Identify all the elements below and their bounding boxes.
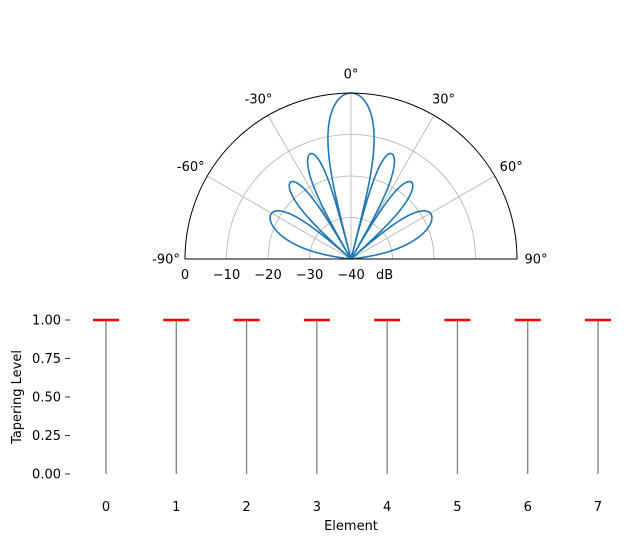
y-axis: 0.00 0.25 0.50 0.75 1.00 [32,314,70,483]
theta-tick-label: -60° [177,160,205,175]
theta-tick-labels: -90° -60° -30° 0° 30° 60° 90° [152,68,547,268]
radial-tick-label: −20 [254,268,281,283]
theta-tick-label: -30° [245,92,273,107]
radial-tick-label: −40 [337,268,364,283]
y-tick-label: 0.75 [32,352,61,367]
radial-unit-label: dB [376,268,393,283]
polar-grid [207,93,495,260]
y-tick-label: 0.00 [32,468,61,483]
x-tick-label: 2 [242,500,250,515]
x-tick-label: 4 [383,500,391,515]
radial-tick-labels: dB 0 −10 −20 −30 −40 [181,268,393,283]
stems [93,318,611,474]
x-axis: 0 1 2 3 4 5 6 7 [102,500,602,515]
x-tick-label: 0 [102,500,110,515]
polar-pattern-plot: -90° -60° -30° 0° 30° 60° 90° dB 0 −10 −20 −30 −40 [152,68,547,284]
y-axis-label: Tapering Level [10,350,25,445]
theta-tick-label: 0° [344,68,359,83]
x-tick-label: 7 [594,500,602,515]
angular-gridline-0 [207,175,352,260]
radial-tick-label: −30 [296,268,323,283]
theta-tick-label: 90° [524,253,547,268]
theta-tick-label: 60° [500,160,523,175]
radial-tick-label: −10 [213,268,240,283]
y-tick-label: 1.00 [32,314,61,329]
tapering-stem-plot: 0.00 0.25 0.50 0.75 1.00 0 1 2 3 4 5 6 7 Element Ta… [10,314,611,534]
x-tick-label: 1 [172,500,180,515]
y-tick-label: 0.25 [32,429,61,444]
y-tick-label: 0.50 [32,391,61,406]
x-axis-label: Element [324,519,378,534]
theta-tick-label: 30° [432,92,455,107]
x-tick-label: 6 [524,500,532,515]
radial-tick-label: 0 [181,268,189,283]
polar-frame [184,92,518,260]
angular-gridline-4 [350,175,495,260]
x-tick-label: 3 [313,500,321,515]
x-tick-label: 5 [453,500,461,515]
theta-tick-label: -90° [152,253,180,268]
